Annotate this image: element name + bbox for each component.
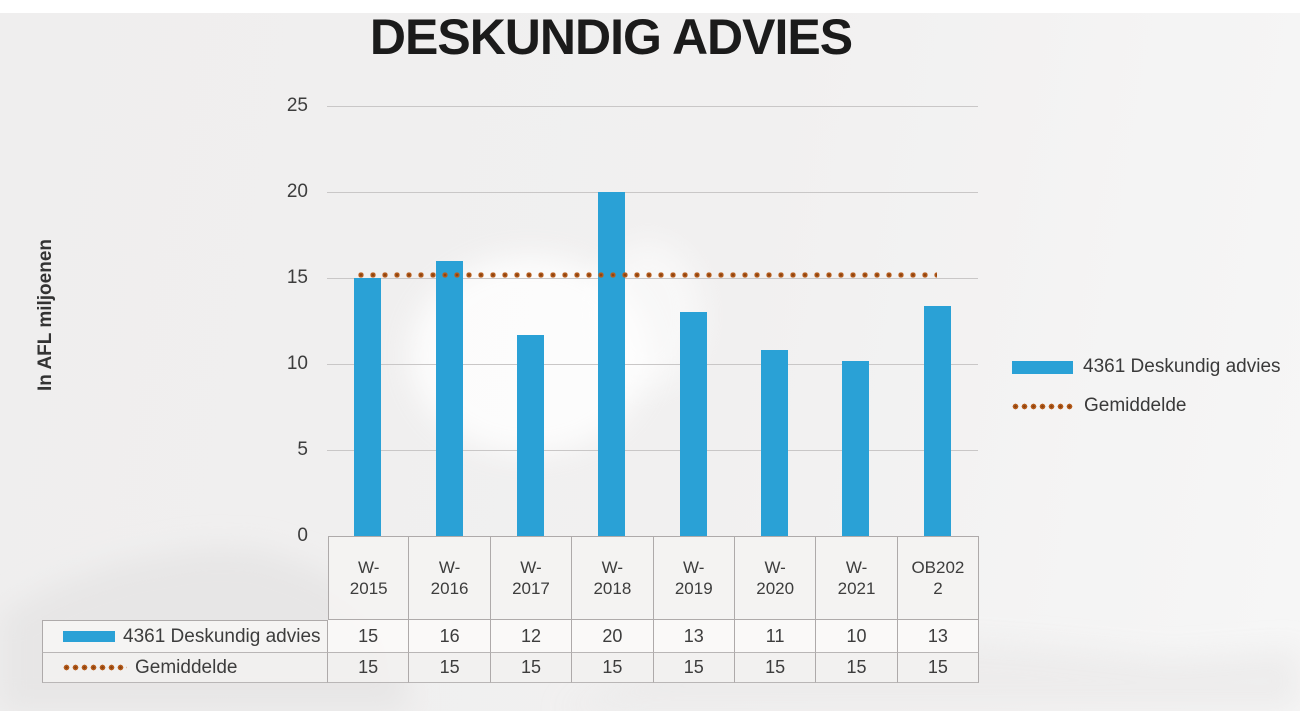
table-column-header-W-2021: W-2021: [816, 536, 898, 620]
table-row-label: Gemiddelde: [42, 653, 328, 683]
table-cell-W-2020: 11: [734, 620, 817, 653]
legend-item-average: Gemiddelde: [1012, 395, 1281, 417]
plot-area: [327, 106, 978, 536]
table-cell-W-2019: 13: [653, 620, 735, 653]
legend-label-average: Gemiddelde: [1084, 395, 1187, 416]
gridline: [327, 450, 978, 451]
table-cell-W-2021: 10: [816, 620, 898, 653]
table-cell-W-2019: 15: [653, 653, 735, 683]
bar-swatch-icon: [63, 631, 115, 642]
table-corner-spacer: [42, 536, 328, 620]
table-cell-W-2017: 12: [490, 620, 573, 653]
gridline: [327, 364, 978, 365]
table-row-label-text: Gemiddelde: [135, 656, 238, 678]
table-cell-W-2017: 15: [490, 653, 573, 683]
gridline: [327, 106, 978, 107]
dotted-line-swatch-icon: [1012, 402, 1075, 410]
data-table: W-2015 W-2016 W-2017 W-2018 W-2019 W-2020 W-20…: [42, 536, 980, 683]
table-column-header-W-2017: W-2017: [490, 536, 573, 620]
table-cell-W-2018: 20: [572, 620, 654, 653]
top-white-strip: [0, 0, 1300, 13]
table-cell-W-2018: 15: [572, 653, 654, 683]
dotted-line-swatch-icon: [63, 664, 127, 671]
table-row-label: 4361 Deskundig advies: [42, 620, 328, 653]
table-cell-OB2022: 13: [897, 620, 980, 653]
table-column-header-W-2019: W-2019: [653, 536, 735, 620]
bar-W-2019: [679, 312, 707, 536]
gridline: [327, 192, 978, 193]
table-cell-OB2022: 15: [897, 653, 980, 683]
bar-OB2022: [923, 305, 951, 536]
gridline: [327, 278, 978, 279]
table-column-header-OB2022: OB2022: [897, 536, 980, 620]
bar-W-2018: [598, 192, 626, 536]
table-column-header-W-2018: W-2018: [572, 536, 654, 620]
y-tick-label: 25: [286, 95, 308, 116]
bar-W-2021: [842, 360, 870, 536]
legend: 4361 Deskundig advies Gemiddelde: [1012, 356, 1281, 434]
chart-title: DESKUNDIG ADVIES: [369, 9, 853, 65]
y-tick-label: 0: [297, 525, 308, 546]
table-cell-W-2015: 15: [328, 620, 410, 653]
legend-label-bars: 4361 Deskundig advies: [1083, 356, 1281, 377]
y-tick-label: 10: [286, 353, 308, 374]
table-cell-W-2021: 15: [816, 653, 898, 683]
table-cell-W-2020: 15: [734, 653, 817, 683]
y-tick-label: 5: [297, 439, 308, 460]
average-line: [358, 271, 937, 278]
bar-W-2020: [761, 350, 789, 536]
bar-W-2017: [516, 334, 544, 536]
y-axis-title: In AFL miljoenen: [35, 238, 56, 392]
table-cell-W-2016: 15: [409, 653, 491, 683]
bar-W-2016: [435, 260, 463, 536]
bar-W-2015: [354, 278, 382, 536]
bar-swatch-icon: [1012, 360, 1073, 374]
y-tick-label: 20: [286, 181, 308, 202]
table-cell-W-2015: 15: [328, 653, 410, 683]
table-cell-W-2016: 16: [409, 620, 491, 653]
table-column-header-W-2016: W-2016: [409, 536, 491, 620]
y-tick-label: 15: [286, 267, 308, 288]
table-row-label-text: 4361 Deskundig advies: [123, 625, 321, 647]
legend-item-bars: 4361 Deskundig advies: [1012, 356, 1281, 378]
table-column-header-W-2020: W-2020: [734, 536, 817, 620]
table-column-header-W-2015: W-2015: [328, 536, 410, 620]
